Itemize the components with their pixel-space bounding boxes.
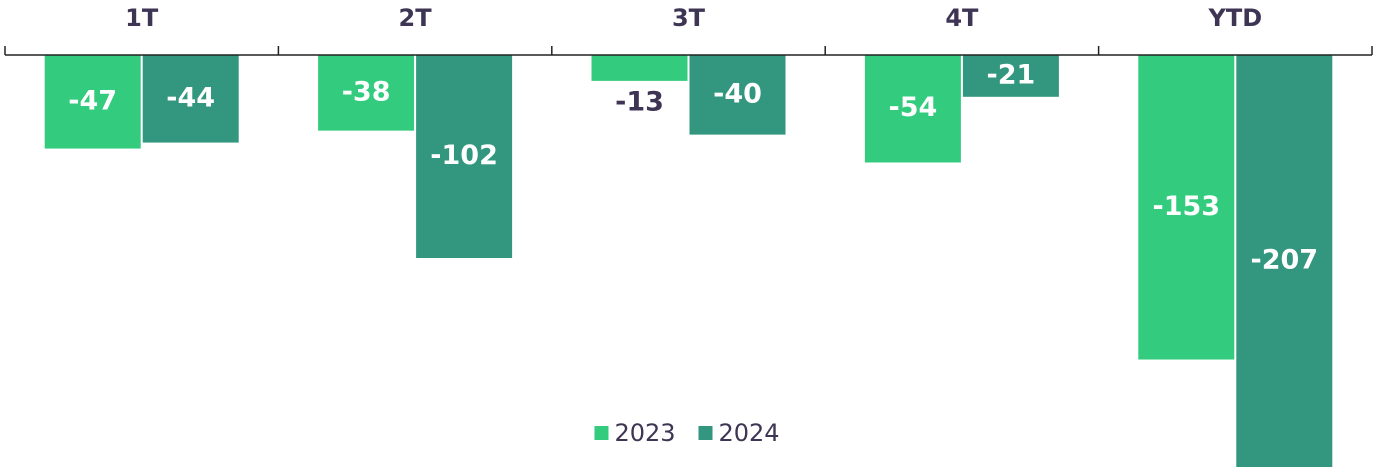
data-label: -207 [1251,245,1319,276]
data-label: -38 [342,76,391,107]
x-tick-label: 2T [399,4,433,32]
bar [1138,55,1235,360]
x-tick-label: 1T [125,4,159,32]
bar [864,55,961,163]
bar [689,55,786,135]
data-label: -102 [430,140,498,171]
bar [962,55,1059,97]
data-label: -54 [889,92,938,123]
data-label: -13 [615,86,664,117]
x-tick-label: YTD [1207,4,1262,32]
legend-swatch [698,426,713,440]
data-label: -40 [713,78,762,109]
legend-label: 2024 [719,419,780,447]
x-tick-label: 4T [945,4,979,32]
legend-swatch [594,426,609,440]
bar [318,55,415,131]
data-label: -21 [987,59,1036,90]
data-label: -153 [1153,191,1221,222]
x-tick-label: 3T [672,4,706,32]
bar [1236,55,1333,467]
bar [44,55,141,149]
data-label: -47 [68,85,117,116]
bar [416,55,513,259]
bar [142,55,239,143]
legend-label: 2023 [615,419,676,447]
data-label: -44 [166,82,215,113]
bar [591,55,688,81]
